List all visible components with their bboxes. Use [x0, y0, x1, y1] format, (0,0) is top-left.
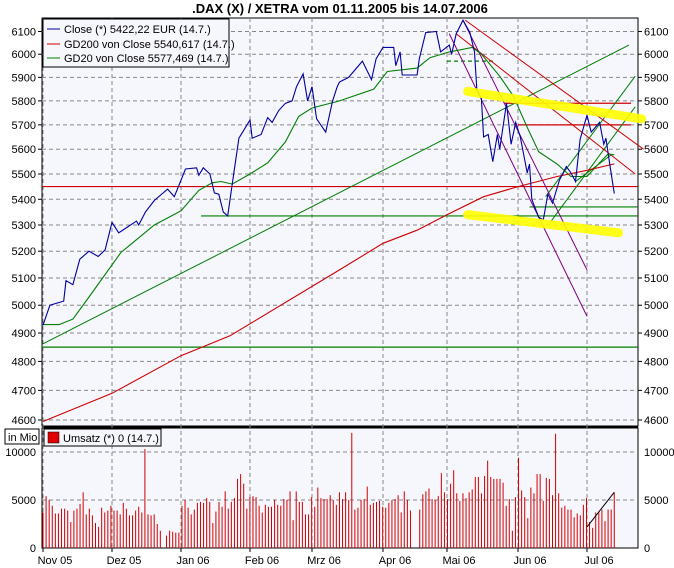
month-tick-label: Nov 05 — [38, 555, 73, 567]
series-line-gd200-von-close — [42, 163, 615, 423]
volume-trend-line — [586, 492, 615, 528]
price-tick-label-right: 5800 — [644, 96, 668, 108]
series-line-close- — [42, 19, 615, 326]
month-tick-label: Jan 06 — [176, 555, 209, 567]
price-tick-label-left: 4900 — [12, 328, 36, 340]
series-line-gd20-von-close — [43, 46, 615, 326]
chart-title: .DAX (X) / XETRA vom 01.11.2005 bis 14.0… — [192, 1, 488, 16]
price-tick-label-right: 5700 — [644, 120, 668, 132]
trend-line — [545, 75, 636, 198]
price-tick-label-left: 5400 — [12, 194, 36, 206]
highlight-stroke — [463, 86, 647, 124]
trend-line — [549, 106, 636, 223]
price-tick-label-right: 5400 — [644, 194, 668, 206]
volume-tick-label-right: 10000 — [644, 447, 674, 459]
volume-tick-label-left: 10000 — [5, 447, 36, 459]
price-tick-label-right: 4900 — [644, 328, 668, 340]
price-tick-label-right: 5200 — [644, 246, 668, 258]
price-tick-label-right: 4700 — [644, 385, 668, 397]
price-tick-label-right: 5300 — [644, 220, 668, 232]
price-tick-label-left: 5100 — [12, 273, 36, 285]
legend-label-gd200: GD200 von Close 5540,617 (14.7.) — [64, 39, 235, 51]
price-legend: Close (*) 5422,22 EUR (14.7.) GD200 von … — [42, 18, 235, 68]
price-tick-label-left: 5700 — [12, 120, 36, 132]
volume-tick-label-right: 5000 — [644, 495, 668, 507]
month-tick-label: Mrz 06 — [307, 555, 341, 567]
volume-tick-label-left: 5000 — [12, 495, 36, 507]
legend-label-close: Close (*) 5422,22 EUR (14.7.) — [64, 24, 211, 36]
month-tick-label: Mai 06 — [442, 555, 475, 567]
price-tick-label-right: 5500 — [644, 169, 668, 181]
price-tick-label-right: 5100 — [644, 273, 668, 285]
legend-label-volume: Umsatz (*) 0 (14.7.) — [63, 433, 159, 445]
trend-line — [448, 33, 588, 317]
price-tick-label-right: 4800 — [644, 356, 668, 368]
price-tick-label-right: 5900 — [644, 72, 668, 84]
price-tick-label-left: 5000 — [12, 300, 36, 312]
price-tick-label-left: 5300 — [12, 220, 36, 232]
price-tick-label-left: 4800 — [12, 356, 36, 368]
price-tick-label-left: 5900 — [12, 72, 36, 84]
volume-tick-label-left: 0 — [30, 543, 36, 555]
volume-unit-label: in Mio — [8, 432, 37, 444]
price-tick-label-left: 5200 — [12, 246, 36, 258]
legend-swatch-volume — [47, 431, 60, 444]
price-tick-label-left: 5500 — [12, 169, 36, 181]
volume-legend: Umsatz (*) 0 (14.7.) — [43, 428, 162, 447]
price-tick-label-left: 6100 — [12, 26, 36, 38]
month-tick-label: Jun 06 — [513, 555, 546, 567]
price-tick-label-left: 5600 — [12, 144, 36, 156]
legend-label-gd20: GD20 von Close 5577,469 (14.7.) — [64, 53, 229, 65]
price-tick-label-right: 5600 — [644, 144, 668, 156]
price-tick-label-left: 4600 — [12, 415, 36, 427]
trend-line — [41, 44, 630, 345]
price-tick-label-left: 6000 — [12, 49, 36, 61]
highlight-stroke — [463, 210, 623, 238]
month-tick-label: Feb 06 — [245, 555, 279, 567]
volume-tick-label-right: 0 — [644, 543, 650, 555]
price-tick-label-right: 6000 — [644, 49, 668, 61]
price-tick-label-right: 5000 — [644, 300, 668, 312]
price-tick-label-left: 5800 — [12, 96, 36, 108]
month-tick-label: Jul 06 — [584, 555, 613, 567]
price-tick-label-right: 4600 — [644, 415, 668, 427]
month-tick-label: Dez 05 — [107, 555, 142, 567]
trend-line — [465, 19, 644, 150]
price-tick-label-right: 6100 — [644, 26, 668, 38]
month-tick-label: Apr 06 — [379, 555, 411, 567]
volume-unit-box: in Mio — [4, 428, 40, 445]
price-tick-label-left: 4700 — [12, 385, 36, 397]
